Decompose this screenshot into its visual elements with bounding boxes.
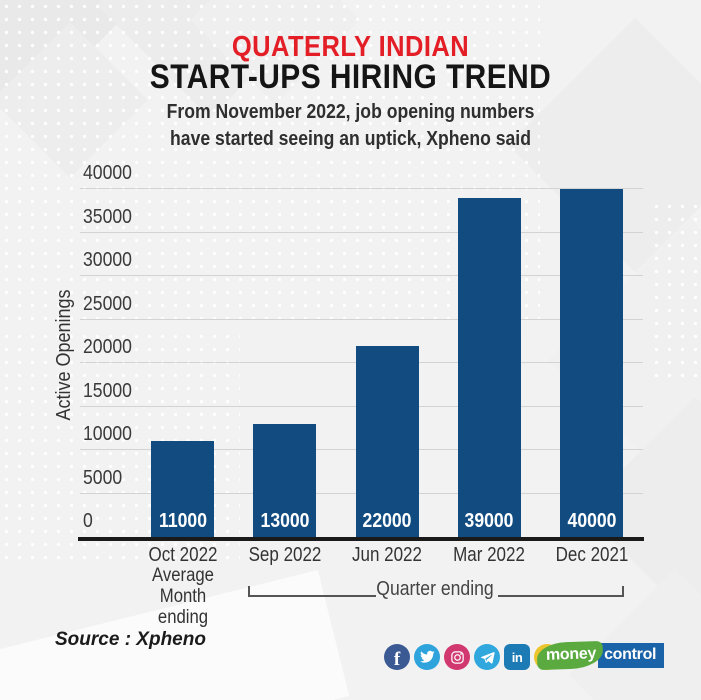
x-tick-label: Jun 2022	[352, 544, 422, 566]
moneycontrol-logo-money: money	[536, 640, 604, 671]
y-gridline	[80, 188, 643, 189]
linkedin-icon: in	[504, 644, 530, 670]
y-gridline	[80, 275, 643, 276]
bar	[457, 198, 521, 537]
y-tick-label: 10000	[83, 423, 132, 445]
y-tick-label: 35000	[83, 205, 132, 228]
x-tick-label: Sep 2022	[248, 544, 322, 566]
y-tick-label: 0	[83, 510, 93, 532]
x-tick-label: Oct 2022	[147, 544, 217, 566]
bracket-left	[248, 586, 376, 597]
telegram-icon	[474, 644, 500, 670]
bar	[253, 424, 317, 537]
y-tick-label: 30000	[83, 249, 132, 271]
dot-grid-pattern	[650, 200, 701, 380]
y-tick-label: 40000	[83, 162, 132, 184]
y-tick-label: 5000	[83, 466, 123, 489]
social-icons-row: f in	[384, 644, 560, 670]
bar-value-label: 40000	[567, 510, 616, 532]
source-note: Source : Xpheno	[55, 629, 206, 650]
moneycontrol-logo: money control	[536, 640, 665, 671]
bracket-right	[498, 586, 624, 597]
title-line-red: QUATERLY INDIAN	[231, 31, 470, 63]
y-gridline	[80, 231, 643, 233]
x-axis-line	[78, 537, 644, 541]
y-tick-label: 15000	[83, 379, 132, 402]
twitter-icon	[414, 644, 440, 670]
subtitle-line-2: have started seeing an uptick, Xpheno sa…	[170, 128, 531, 150]
moneycontrol-logo-control: control	[598, 643, 665, 668]
x-tick-label: Dec 2021	[555, 544, 628, 566]
subtitle-line-1: From November 2022, job opening numbers	[166, 101, 535, 123]
bar-value-label: 11000	[158, 510, 207, 532]
bar	[560, 189, 623, 537]
instagram-icon	[444, 644, 470, 670]
y-axis-label: Active Openings	[53, 289, 75, 421]
facebook-icon: f	[384, 644, 410, 670]
first-bar-note-line: ending	[157, 607, 208, 628]
bar-value-label: 39000	[464, 510, 514, 532]
bar	[355, 346, 419, 537]
y-tick-label: 25000	[83, 292, 132, 315]
bar-value-label: 13000	[260, 510, 310, 532]
first-bar-note-line: Average	[151, 565, 214, 586]
y-tick-label: 20000	[83, 336, 132, 358]
x-tick-label: Mar 2022	[453, 544, 526, 566]
first-bar-note-line: Month	[159, 586, 206, 607]
bracket-label: Quarter ending	[376, 578, 494, 600]
title-line-black: START-UPS HIRING TREND	[149, 58, 552, 96]
bar	[151, 441, 214, 537]
bar-value-label: 22000	[362, 510, 412, 532]
y-gridline	[80, 318, 643, 320]
